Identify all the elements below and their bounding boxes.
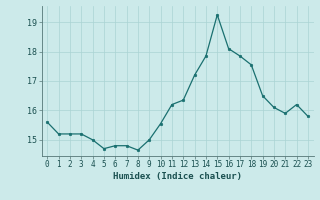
X-axis label: Humidex (Indice chaleur): Humidex (Indice chaleur) [113, 172, 242, 181]
